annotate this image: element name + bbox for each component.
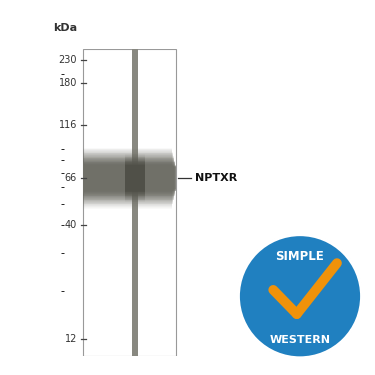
Bar (125, 162, 146, 194)
Bar (125, 155, 146, 201)
Bar (82, 148, 172, 208)
Bar (82, 161, 175, 195)
Bar (125, 170, 146, 187)
Bar (82, 158, 174, 199)
Bar (125, 168, 146, 189)
Text: 230: 230 (58, 56, 77, 65)
Text: 180: 180 (58, 78, 77, 88)
Bar (125, 162, 146, 195)
Bar (125, 158, 146, 199)
Bar (125, 165, 146, 192)
Bar (82, 160, 174, 196)
Bar (125, 169, 146, 188)
Bar (82, 159, 174, 197)
Bar (82, 156, 174, 200)
Bar (82, 165, 176, 192)
Text: 12: 12 (64, 334, 77, 344)
Bar (82, 166, 176, 190)
Bar (125, 159, 146, 197)
Text: 40: 40 (64, 220, 77, 230)
Bar (125, 167, 146, 189)
Bar (125, 160, 146, 196)
Bar (82, 163, 175, 193)
Bar (125, 158, 146, 198)
Text: 116: 116 (58, 120, 77, 130)
Bar (82, 162, 175, 194)
Bar (82, 155, 173, 201)
Bar (125, 165, 146, 191)
Bar (82, 49, 176, 356)
Bar (82, 164, 176, 192)
Circle shape (238, 234, 362, 358)
Bar (82, 167, 176, 189)
Bar (82, 166, 176, 190)
Bar (125, 154, 146, 202)
Text: NPTXR: NPTXR (195, 173, 237, 183)
Bar (82, 152, 172, 204)
Bar (82, 154, 173, 202)
Bar (82, 151, 172, 206)
Bar (125, 163, 146, 193)
Text: TM: TM (349, 330, 356, 334)
Bar (125, 164, 146, 192)
Bar (82, 149, 172, 207)
Text: kDa: kDa (53, 23, 77, 33)
Text: WESTERN: WESTERN (270, 334, 330, 345)
Bar (82, 158, 174, 198)
Bar (82, 150, 172, 206)
Bar (125, 160, 146, 196)
Text: 66: 66 (64, 173, 77, 183)
Bar (82, 153, 173, 204)
Bar (82, 157, 174, 200)
Bar (82, 148, 172, 208)
Bar (125, 166, 146, 190)
Bar (125, 156, 146, 201)
Bar (82, 153, 173, 203)
Bar (125, 157, 146, 200)
Bar (82, 162, 175, 195)
Bar (132, 49, 138, 356)
Text: SIMPLE: SIMPLE (276, 250, 324, 263)
